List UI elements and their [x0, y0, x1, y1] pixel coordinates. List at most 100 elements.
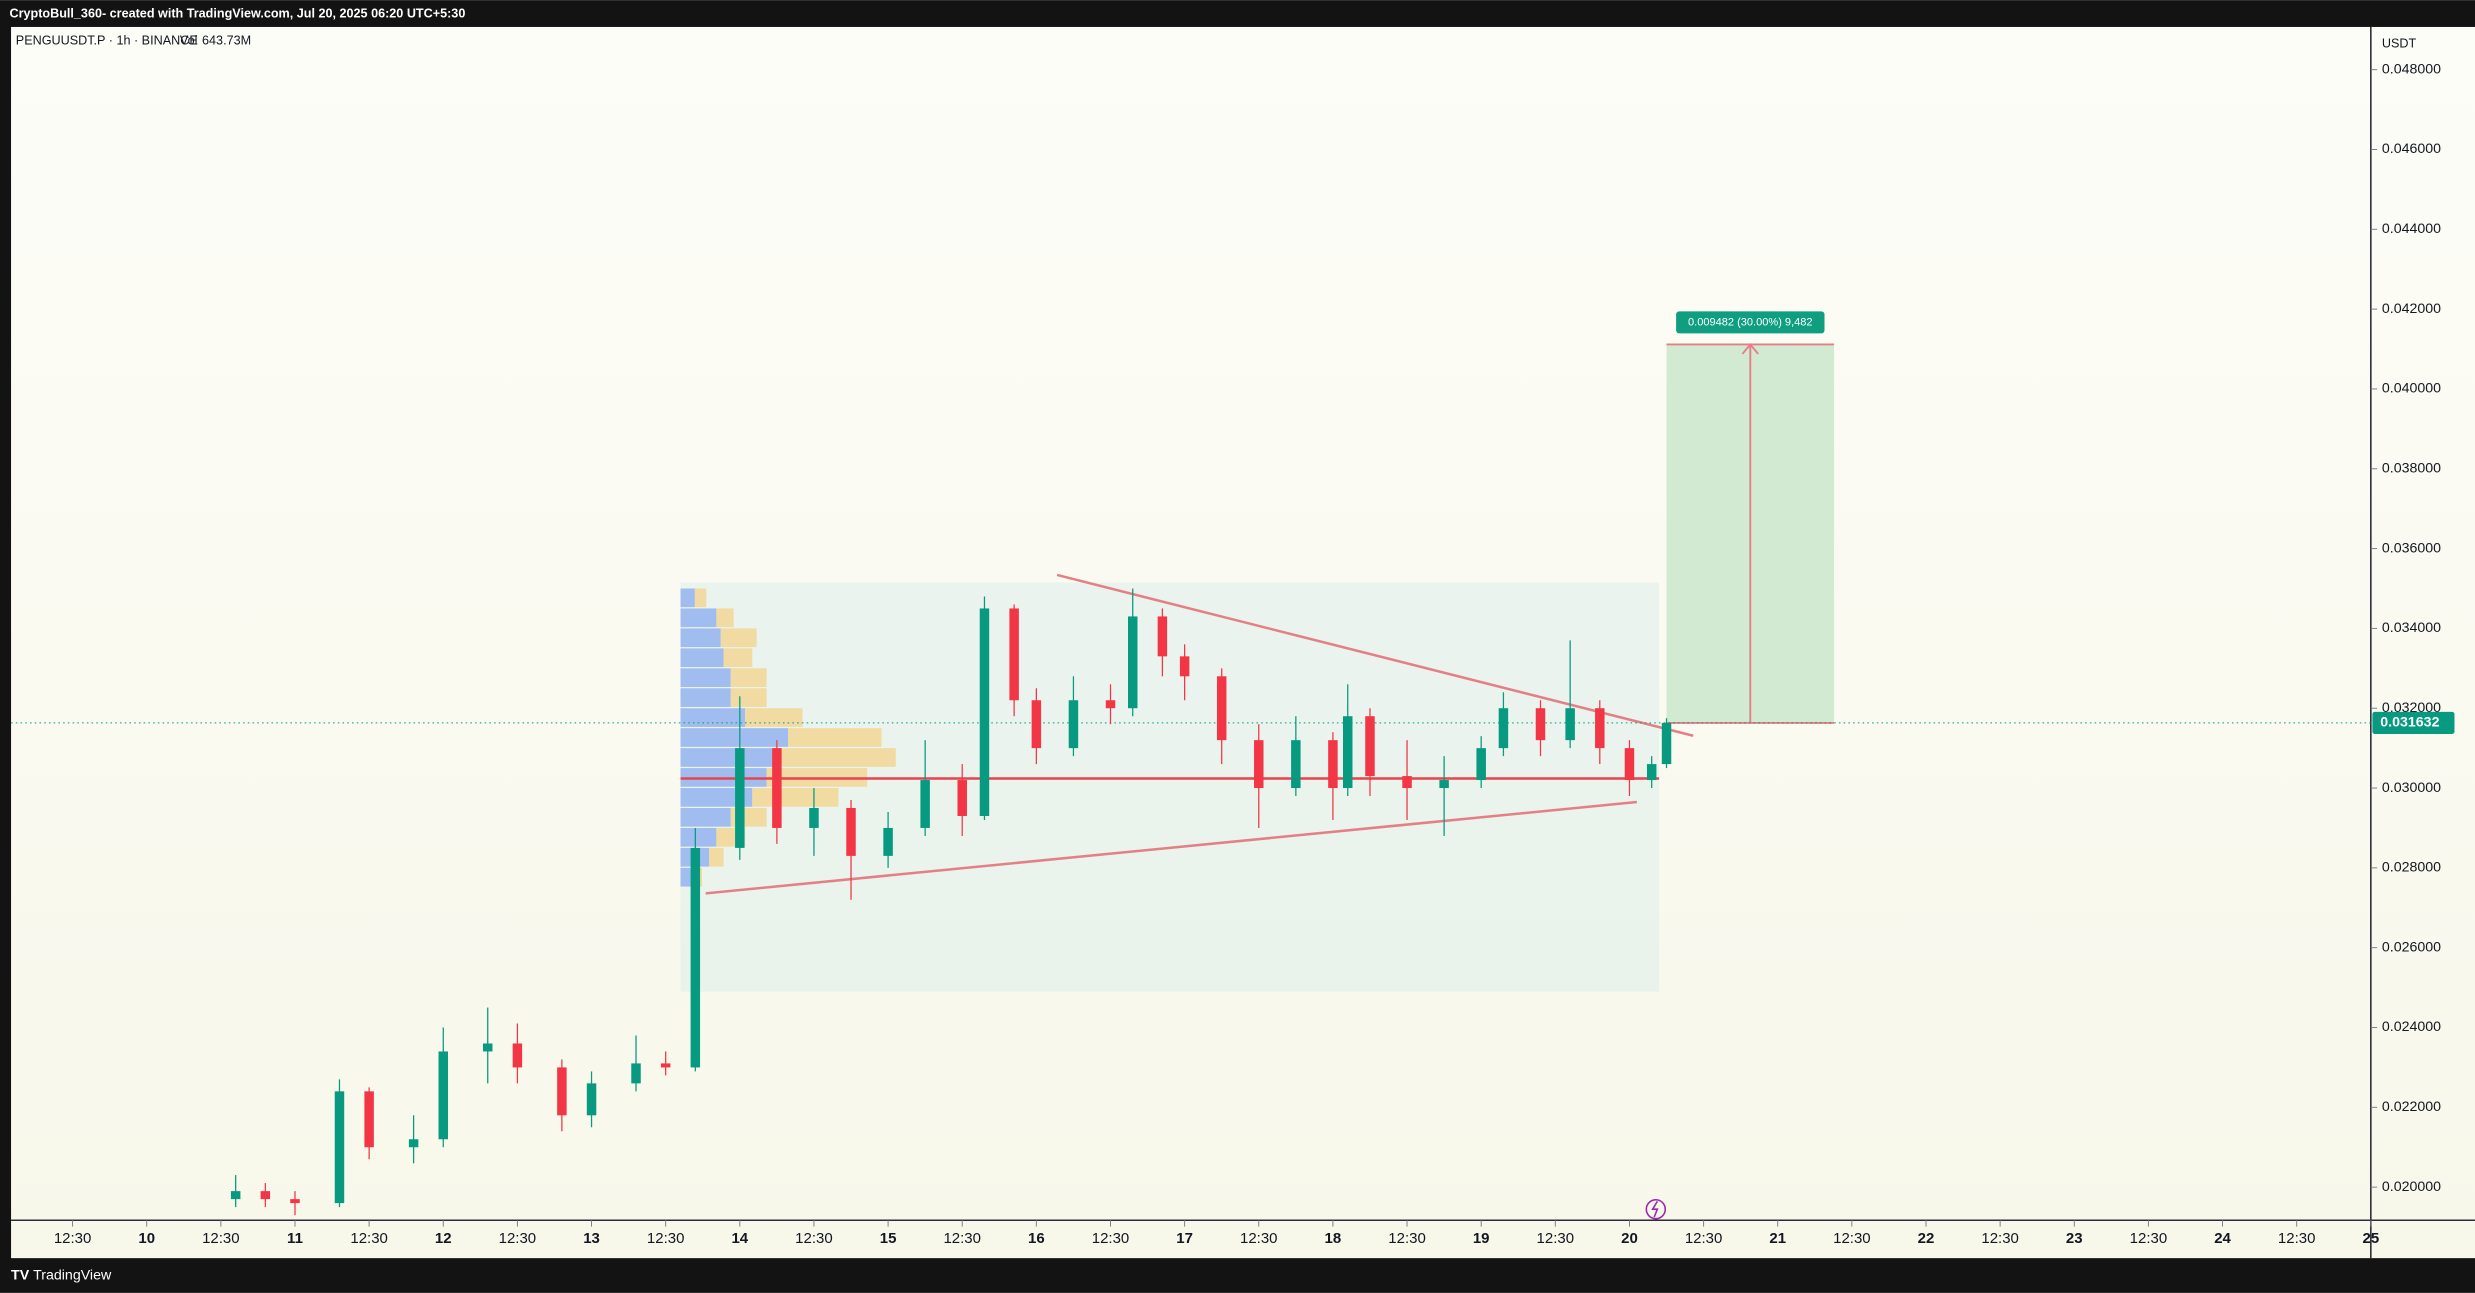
candle-body: [1565, 708, 1575, 741]
profile-up: [680, 827, 717, 847]
candle-body: [631, 1063, 641, 1084]
x-tick-label: 15: [880, 1230, 897, 1247]
profile-down: [720, 628, 757, 648]
candle-body: [1535, 708, 1546, 741]
last-price-bg: [2372, 711, 2455, 734]
x-tick-label: 14: [731, 1230, 748, 1247]
trendline: [705, 800, 1637, 895]
x-tick-label: 21: [1769, 1230, 1786, 1247]
profile-range: [680, 582, 1660, 992]
x-tick-label: 16: [1028, 1230, 1045, 1247]
profile-up: [680, 648, 724, 668]
trendline: [1056, 573, 1694, 737]
candle-body: [1595, 708, 1605, 749]
candle-body: [483, 1043, 493, 1052]
candle-body: [260, 1191, 271, 1200]
x-tick-label: 12:30: [499, 1230, 537, 1247]
x-tick-label: 13: [583, 1230, 600, 1247]
y-tick-label: 0.036000: [2382, 540, 2441, 556]
y-tick-label: 0.038000: [2382, 461, 2441, 477]
candle-body: [1342, 716, 1353, 789]
profile-down: [780, 748, 896, 767]
volume-label: Vol: [180, 33, 198, 47]
x-tick-label: 12:30: [795, 1230, 833, 1247]
x-tick-label: 12:30: [1685, 1230, 1723, 1247]
x-tick-label: 11: [287, 1230, 303, 1247]
profile-up: [680, 608, 717, 628]
candle-body: [1216, 676, 1227, 741]
profile-up: [680, 788, 753, 807]
brand-logo: TV: [11, 1267, 30, 1283]
x-tick-label: 12:30: [1537, 1230, 1575, 1247]
x-tick-label: 12: [435, 1230, 452, 1247]
candle-body: [846, 807, 856, 856]
last-price-label: 0.031632: [2380, 715, 2439, 731]
y-tick-label: 0.024000: [2382, 1019, 2441, 1035]
x-tick-label: 12:30: [943, 1230, 980, 1247]
plot-area: [11, 343, 2371, 1216]
target-arrowhead: [1741, 343, 1759, 355]
profile-up: [680, 668, 731, 688]
candle-body: [438, 1051, 449, 1140]
y-tick-label: 0.020000: [2382, 1179, 2441, 1195]
candle-body: [1254, 740, 1264, 789]
alert-icon: [1645, 1198, 1667, 1220]
candle-body: [1402, 776, 1412, 789]
y-tick-label: 0.042000: [2382, 301, 2441, 317]
candle-body: [512, 1043, 523, 1068]
profile-up: [680, 748, 781, 767]
candle-body: [1624, 748, 1635, 781]
y-tick-label: 0.022000: [2382, 1099, 2441, 1115]
y-tick-label: 0.046000: [2382, 141, 2441, 157]
candle-body: [772, 748, 782, 828]
candle-body: [334, 1091, 345, 1204]
candle-body: [1291, 740, 1301, 789]
target-label: 0.009482 (30.00%) 9,482: [1688, 316, 1813, 328]
candle-body: [1661, 722, 1672, 765]
candle-body: [290, 1199, 300, 1204]
profile-down: [730, 668, 767, 688]
candle-body: [690, 847, 701, 1068]
profile-down: [788, 728, 882, 747]
brand-name: TradingView: [33, 1267, 112, 1283]
x-tick-label: 17: [1176, 1230, 1193, 1247]
candle-body: [230, 1191, 241, 1200]
x-tick-label: 22: [1918, 1230, 1935, 1247]
x-tick-label: 12:30: [1092, 1230, 1130, 1247]
profile-up: [680, 708, 746, 727]
candle-body: [979, 608, 990, 816]
candle-body: [1105, 700, 1116, 709]
profile-up: [680, 807, 731, 827]
brand: TV TradingView: [11, 1267, 112, 1283]
x-tick-label: 12:30: [1240, 1230, 1277, 1247]
x-tick-label: 12:30: [2278, 1230, 2316, 1247]
axes: 0.020000 0.022000 0.024000 0.026000 0.028000…: [54, 61, 2455, 1247]
target-label-bg: [1676, 311, 1825, 334]
candle-body: [809, 807, 819, 828]
candle-body: [557, 1067, 567, 1116]
candle-body: [408, 1139, 419, 1148]
chart-background: [11, 26, 2475, 1259]
profile-down: [752, 788, 839, 807]
profile-down: [709, 847, 724, 867]
x-tick-label: 12:30: [1833, 1230, 1871, 1247]
x-tick-label: 18: [1325, 1230, 1342, 1247]
candle-body: [1476, 748, 1486, 781]
x-tick-label: 12:30: [202, 1230, 239, 1247]
candle-body: [735, 748, 745, 848]
candle-body: [1157, 616, 1168, 657]
candle-body: [920, 780, 930, 828]
y-tick-label: 0.048000: [2382, 61, 2441, 77]
x-tick-label: 12:30: [54, 1230, 91, 1247]
profile-down: [723, 648, 753, 668]
candle-body: [586, 1083, 597, 1116]
candle-body: [957, 780, 967, 816]
candle-body: [1498, 708, 1509, 749]
profile-up: [680, 728, 789, 747]
candle-body: [1179, 656, 1190, 677]
symbol-title: PENGUUSDT.P · 1h · BINANCE: [16, 33, 198, 47]
x-tick-label: 12:30: [1981, 1230, 2019, 1247]
profile-up: [680, 628, 721, 648]
candle-body: [364, 1091, 374, 1148]
x-tick-label: 24: [2214, 1230, 2231, 1247]
